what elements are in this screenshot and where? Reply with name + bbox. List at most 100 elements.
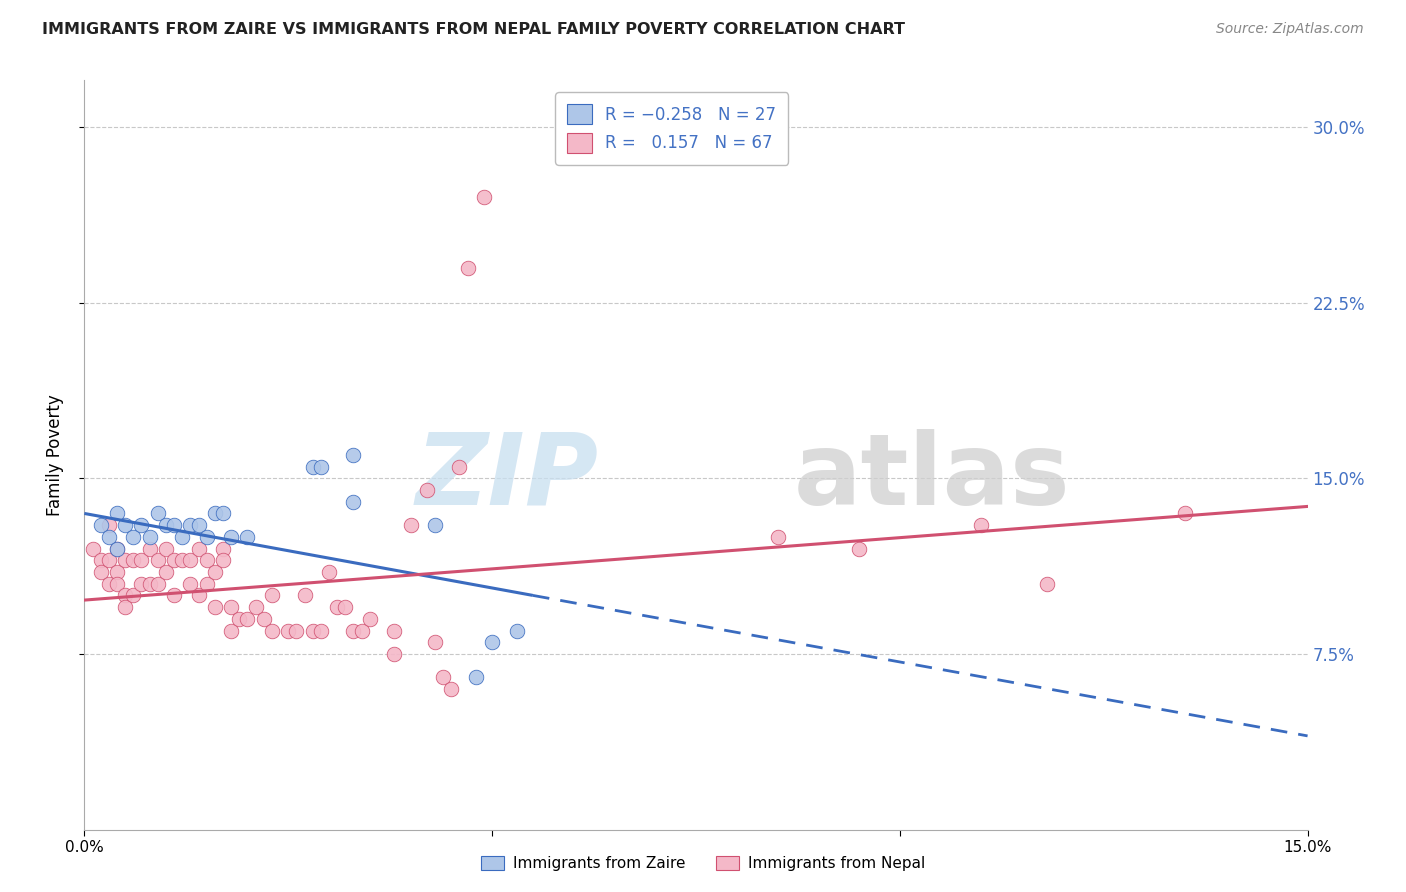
Point [82, 541, 104, 556]
Point [163, 553, 186, 567]
Point [97, 553, 120, 567]
Point [309, 624, 332, 638]
Point [114, 589, 136, 603]
Point [114, 518, 136, 533]
Point [766, 530, 789, 544]
Point [122, 589, 145, 603]
Text: ZIP: ZIP [415, 429, 598, 526]
Point [342, 494, 364, 508]
Point [90, 553, 112, 567]
Point [301, 459, 323, 474]
Point [131, 553, 153, 567]
Point [172, 530, 194, 544]
Point [163, 518, 186, 533]
Point [253, 612, 276, 626]
Point [204, 507, 226, 521]
Point [146, 576, 169, 591]
Point [219, 624, 242, 638]
Point [114, 600, 136, 615]
Point [457, 260, 479, 275]
Point [309, 459, 332, 474]
Point [187, 518, 209, 533]
Point [97, 530, 120, 544]
Point [105, 541, 128, 556]
Point [212, 553, 235, 567]
Point [423, 635, 446, 649]
Point [172, 553, 194, 567]
Point [472, 190, 495, 204]
Point [416, 483, 439, 497]
Point [449, 459, 471, 474]
Point [187, 541, 209, 556]
Point [155, 518, 177, 533]
Point [97, 518, 120, 533]
Point [285, 624, 308, 638]
Point [236, 530, 259, 544]
Point [219, 530, 242, 544]
Point [342, 448, 364, 462]
Text: Source: ZipAtlas.com: Source: ZipAtlas.com [1216, 22, 1364, 37]
Point [350, 624, 373, 638]
Point [179, 518, 201, 533]
Point [179, 576, 201, 591]
Point [204, 600, 226, 615]
Point [277, 624, 299, 638]
Point [105, 576, 128, 591]
Point [195, 553, 218, 567]
Point [399, 518, 422, 533]
Point [219, 600, 242, 615]
Point [423, 518, 446, 533]
Point [138, 576, 160, 591]
Point [464, 670, 486, 684]
Legend: R = −0.258   N = 27, R =   0.157   N = 67: R = −0.258 N = 27, R = 0.157 N = 67 [555, 93, 787, 165]
Point [382, 647, 405, 661]
Point [432, 670, 454, 684]
Point [97, 576, 120, 591]
Point [195, 576, 218, 591]
Point [122, 530, 145, 544]
Point [318, 565, 340, 579]
Point [335, 600, 357, 615]
Point [382, 624, 405, 638]
Point [138, 530, 160, 544]
Point [179, 553, 201, 567]
Point [114, 553, 136, 567]
Point [294, 589, 316, 603]
Point [212, 507, 235, 521]
Point [326, 600, 349, 615]
Legend: Immigrants from Zaire, Immigrants from Nepal: Immigrants from Zaire, Immigrants from N… [475, 850, 931, 877]
Point [155, 565, 177, 579]
Point [440, 682, 463, 697]
Point [187, 589, 209, 603]
Point [90, 565, 112, 579]
Point [1174, 507, 1197, 521]
Point [105, 507, 128, 521]
Point [131, 518, 153, 533]
Point [848, 541, 870, 556]
Point [163, 589, 186, 603]
Point [131, 576, 153, 591]
Point [90, 518, 112, 533]
Point [1035, 576, 1057, 591]
Text: atlas: atlas [794, 429, 1070, 526]
Point [105, 565, 128, 579]
Point [146, 507, 169, 521]
Point [970, 518, 993, 533]
Point [105, 541, 128, 556]
Point [204, 565, 226, 579]
Point [301, 624, 323, 638]
Point [138, 541, 160, 556]
Point [212, 541, 235, 556]
Point [228, 612, 250, 626]
Point [195, 530, 218, 544]
Point [481, 635, 503, 649]
Point [245, 600, 267, 615]
Point [122, 553, 145, 567]
Point [236, 612, 259, 626]
Point [505, 624, 527, 638]
Point [342, 624, 364, 638]
Point [260, 589, 283, 603]
Point [155, 541, 177, 556]
Point [260, 624, 283, 638]
Y-axis label: Family Poverty: Family Poverty [45, 394, 63, 516]
